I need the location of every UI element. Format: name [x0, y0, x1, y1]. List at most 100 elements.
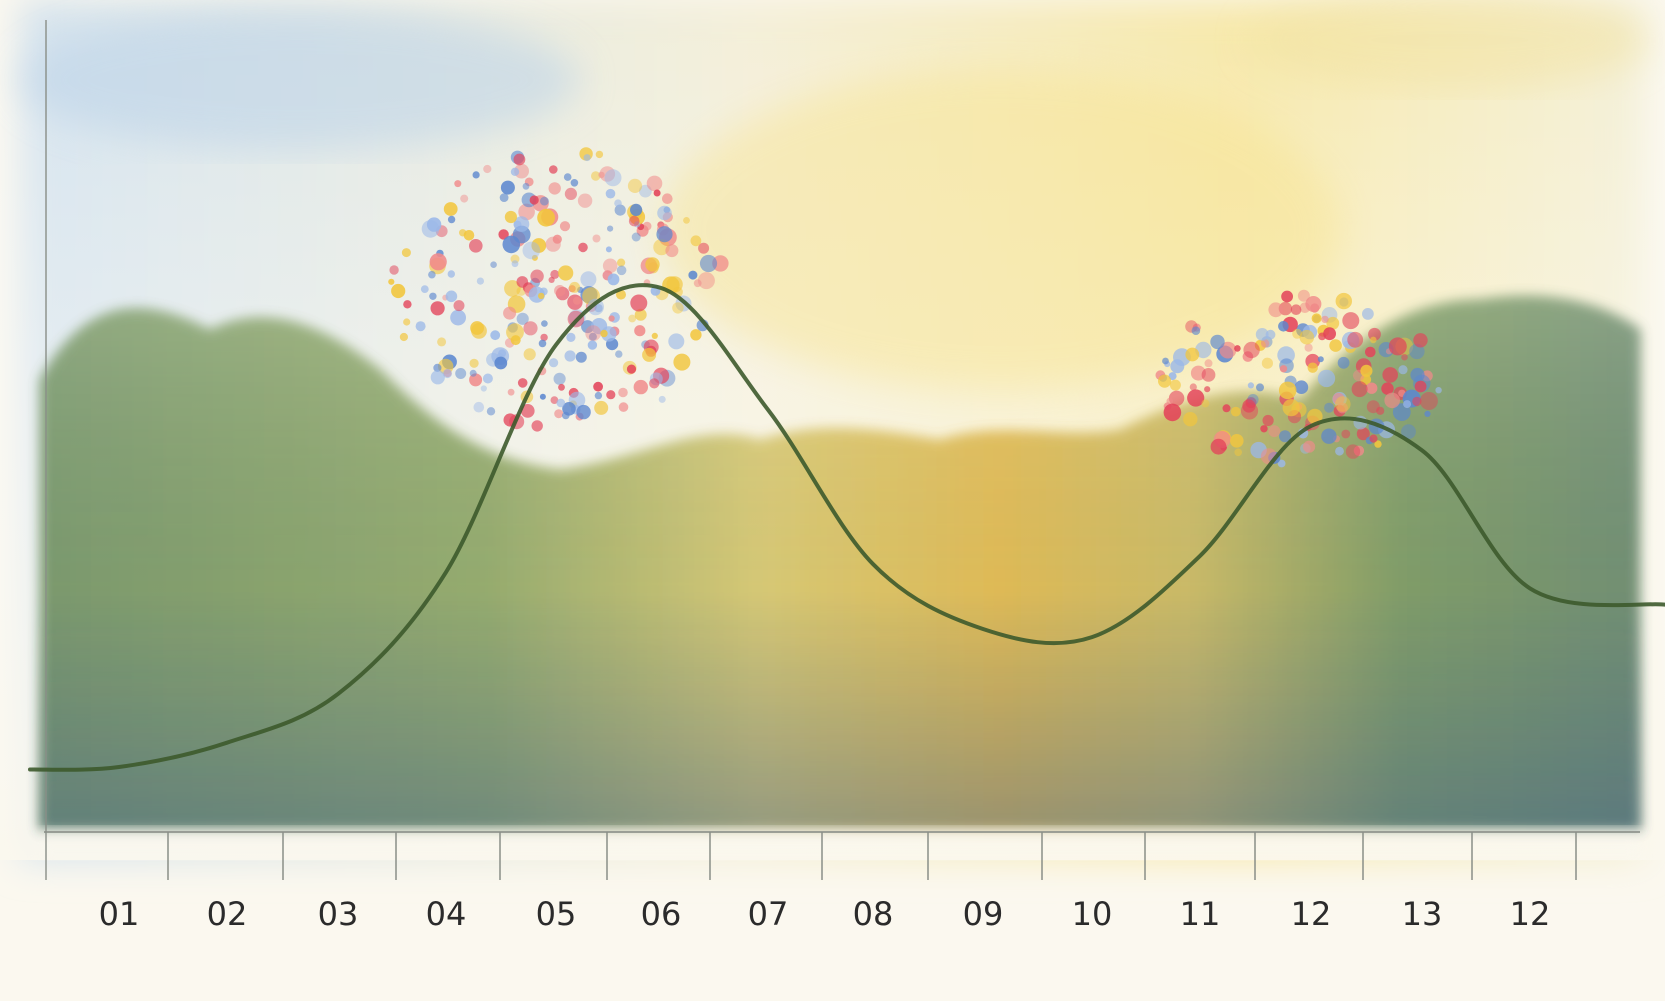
- blossom-dot: [530, 269, 544, 283]
- x-tick-label: 04: [426, 895, 467, 933]
- blossom-dot: [558, 383, 565, 391]
- blossom-dot: [562, 411, 570, 420]
- blossom-dot: [1185, 347, 1200, 362]
- blossom-dot: [575, 351, 587, 363]
- blossom-dot: [1341, 429, 1351, 439]
- blossom-dot: [1191, 326, 1201, 336]
- axes: [44, 20, 1640, 880]
- blossom-dot: [403, 300, 412, 309]
- blossom-dot: [1162, 357, 1169, 365]
- blossom-dot: [1362, 308, 1374, 320]
- blossom-dot: [1335, 446, 1344, 456]
- blossom-dot: [1183, 412, 1198, 427]
- blossom-dot: [538, 339, 547, 348]
- blossom-dot: [570, 179, 579, 187]
- blossom-dot: [1282, 399, 1300, 417]
- blossom-dot: [693, 279, 702, 288]
- blossom-dot: [429, 292, 437, 300]
- blossom-dot: [437, 337, 447, 347]
- blossom-dot: [1210, 438, 1227, 455]
- blossom-dot: [428, 270, 436, 279]
- blossom-dot: [460, 194, 469, 203]
- x-tick-label: 02: [207, 895, 248, 933]
- blossom-dot: [522, 182, 530, 190]
- blossom-dot: [469, 239, 483, 253]
- blossom-dot: [1326, 316, 1340, 330]
- blossom-dot: [600, 329, 608, 338]
- blossom-dot: [494, 356, 508, 370]
- blossom-dot: [447, 270, 455, 278]
- blossom-dot: [1356, 427, 1370, 441]
- blossom-dot: [554, 285, 566, 297]
- blossom-dot: [454, 180, 462, 188]
- blossom-dot: [548, 182, 561, 195]
- x-tick-label: 07: [748, 895, 789, 933]
- blossom-dot: [626, 364, 637, 374]
- blossom-dot: [490, 330, 501, 341]
- blossom-dot: [688, 270, 698, 280]
- blossom-dot: [1323, 327, 1336, 341]
- blossom-dot: [657, 205, 672, 221]
- blossom-dot: [1321, 428, 1337, 444]
- blossom-dot: [553, 372, 566, 385]
- blossom-dot: [573, 296, 581, 305]
- blossom-dot: [550, 269, 560, 279]
- blossom-dot: [1374, 440, 1382, 448]
- series-layer: [28, 283, 1665, 772]
- blossom-dot: [476, 277, 484, 285]
- x-tick-label: 13: [1402, 895, 1443, 933]
- blossom-dot: [490, 261, 497, 269]
- blossom-dot: [594, 400, 609, 415]
- blossom-dot: [483, 164, 492, 174]
- blossom-dot: [593, 381, 603, 392]
- blossom-dot: [614, 199, 622, 207]
- blossom-dot: [450, 309, 466, 326]
- blossom-dot: [566, 332, 576, 342]
- blossom-dot: [430, 301, 445, 316]
- blossom-dot: [564, 187, 578, 200]
- blossom-dot: [516, 276, 529, 288]
- blossom-dot: [1401, 353, 1408, 361]
- blossom-dot: [634, 308, 647, 321]
- blossom-dot: [628, 314, 637, 323]
- blossom-dot: [480, 385, 487, 392]
- blossom-dot: [1412, 396, 1422, 407]
- blossom-dot: [673, 353, 691, 371]
- blossom-dot: [559, 221, 571, 232]
- blossom-dot: [554, 409, 564, 419]
- blossom-dot: [577, 193, 593, 208]
- blossom-dot: [1222, 404, 1231, 413]
- blossom-dot: [459, 229, 467, 237]
- blossom-dot: [616, 289, 626, 300]
- blossom-dot: [1347, 331, 1364, 348]
- x-tick-label: 06: [641, 895, 682, 933]
- blossom-dot: [504, 280, 521, 297]
- blossom-dot: [580, 271, 597, 288]
- blossom-dot: [389, 265, 399, 275]
- blossom-dot: [1409, 343, 1425, 360]
- blossom-dot: [1335, 396, 1351, 412]
- blossom-dot: [516, 312, 529, 325]
- blossom-dot: [602, 258, 618, 274]
- blossom-dot: [1337, 356, 1350, 369]
- blossom-dot: [1189, 383, 1197, 391]
- blossom-dot: [649, 378, 660, 389]
- blossom-dot: [415, 321, 426, 332]
- blossom-dot: [1234, 345, 1241, 352]
- blossom-dot: [537, 208, 555, 227]
- blossom-dot: [697, 272, 715, 290]
- blossom-dot: [1337, 402, 1348, 414]
- blossom-dot: [469, 369, 477, 377]
- blossom-dot: [672, 302, 684, 314]
- blossom-dot: [442, 368, 452, 379]
- blossom-dot: [1311, 313, 1322, 324]
- blossom-dot: [642, 347, 657, 362]
- blossom-dot: [447, 215, 456, 224]
- blossom-dot: [430, 370, 445, 385]
- blossom-dot: [1268, 302, 1284, 318]
- blossom-dot: [578, 242, 588, 253]
- blossom-dot: [399, 332, 408, 342]
- x-tick-label: 12: [1510, 895, 1551, 933]
- blossom-dot: [1204, 359, 1213, 368]
